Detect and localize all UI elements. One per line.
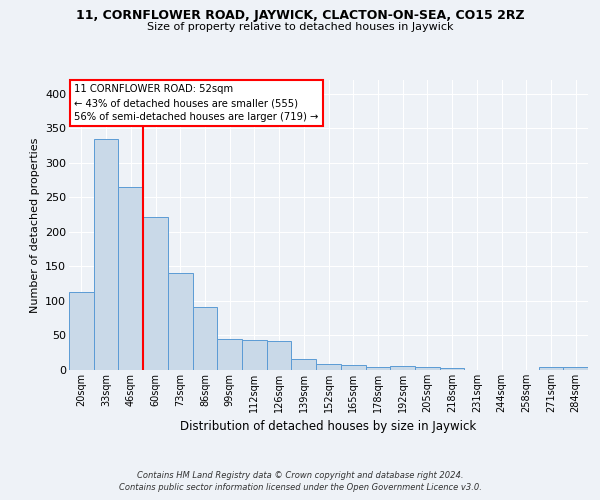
Bar bbox=[341, 365, 365, 370]
Text: Size of property relative to detached houses in Jaywick: Size of property relative to detached ho… bbox=[147, 22, 453, 32]
Bar bbox=[292, 359, 316, 370]
Bar bbox=[118, 187, 143, 370]
X-axis label: Distribution of detached houses by size in Jaywick: Distribution of detached houses by size … bbox=[181, 420, 476, 434]
Bar bbox=[168, 274, 193, 370]
Bar bbox=[217, 339, 242, 370]
Bar bbox=[143, 216, 168, 370]
Bar bbox=[440, 368, 464, 370]
Bar bbox=[267, 341, 292, 370]
Text: Contains HM Land Registry data © Crown copyright and database right 2024.: Contains HM Land Registry data © Crown c… bbox=[137, 472, 463, 480]
Text: 11, CORNFLOWER ROAD, JAYWICK, CLACTON-ON-SEA, CO15 2RZ: 11, CORNFLOWER ROAD, JAYWICK, CLACTON-ON… bbox=[76, 9, 524, 22]
Bar bbox=[242, 340, 267, 370]
Bar bbox=[390, 366, 415, 370]
Bar bbox=[415, 366, 440, 370]
Y-axis label: Number of detached properties: Number of detached properties bbox=[29, 138, 40, 312]
Bar bbox=[365, 366, 390, 370]
Text: 11 CORNFLOWER ROAD: 52sqm
← 43% of detached houses are smaller (555)
56% of semi: 11 CORNFLOWER ROAD: 52sqm ← 43% of detac… bbox=[74, 84, 319, 122]
Bar bbox=[316, 364, 341, 370]
Bar bbox=[193, 307, 217, 370]
Bar bbox=[539, 367, 563, 370]
Bar bbox=[69, 292, 94, 370]
Text: Contains public sector information licensed under the Open Government Licence v3: Contains public sector information licen… bbox=[119, 483, 481, 492]
Bar bbox=[563, 367, 588, 370]
Bar bbox=[94, 138, 118, 370]
